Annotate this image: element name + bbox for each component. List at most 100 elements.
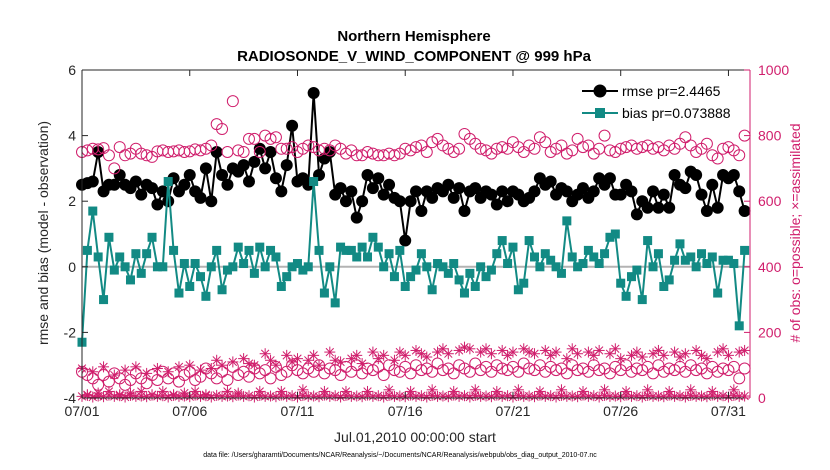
legend-entry-circle: rmse pr=2.4465 (622, 83, 721, 99)
data-point (733, 372, 746, 385)
data-point (291, 353, 303, 365)
legend-entry-square: bias pr=0.073888 (622, 105, 731, 121)
data-point (205, 362, 217, 374)
series-rmse (76, 86, 751, 247)
data-point (325, 262, 335, 272)
data-point (350, 211, 363, 224)
data-point (259, 364, 272, 377)
data-point (420, 146, 433, 158)
data-point (663, 201, 676, 214)
data-point (497, 236, 507, 246)
data-point (447, 191, 460, 204)
data-point (243, 370, 255, 383)
y-tick-label: 4 (68, 128, 76, 144)
data-point (378, 391, 390, 403)
x-tick-label: 07/06 (172, 403, 207, 419)
x-tick-label: 07/01 (64, 403, 99, 419)
data-point (393, 195, 406, 208)
data-point (578, 259, 588, 269)
data-point (147, 232, 157, 242)
data-point (205, 195, 218, 208)
data-point (394, 390, 406, 402)
data-point (298, 265, 308, 275)
data-point (266, 245, 276, 255)
data-point (496, 141, 509, 154)
data-point (109, 265, 119, 275)
data-point (739, 390, 751, 402)
data-point (201, 291, 211, 301)
data-point (151, 362, 163, 374)
data-point (544, 175, 557, 188)
data-point (357, 242, 367, 252)
data-point (454, 275, 464, 285)
data-point (690, 364, 703, 377)
data-point (406, 272, 416, 282)
data-point (253, 142, 266, 155)
x-tick-label: 07/16 (388, 403, 423, 419)
data-point (535, 262, 545, 272)
data-point (142, 249, 152, 259)
data-point (443, 268, 453, 278)
data-point (691, 262, 701, 272)
data-point (675, 239, 685, 249)
data-point (669, 346, 681, 358)
data-point (389, 272, 399, 282)
data-point (593, 344, 605, 356)
data-point (632, 265, 642, 275)
data-point (422, 262, 432, 272)
data-point (260, 262, 270, 272)
data-point (113, 168, 126, 181)
x-tick-label: 07/31 (711, 403, 746, 419)
data-point (335, 356, 347, 368)
data-point (528, 185, 541, 198)
data-point (577, 182, 589, 195)
data-point (453, 344, 465, 356)
data-point (616, 278, 626, 288)
data-point (248, 155, 261, 168)
data-point (82, 245, 92, 255)
data-point (336, 242, 346, 252)
data-point (108, 178, 121, 191)
data-point (668, 168, 681, 181)
data-point (453, 142, 466, 155)
data-point (594, 259, 604, 269)
data-point (437, 390, 449, 402)
data-point (350, 149, 363, 162)
data-point (125, 275, 135, 285)
data-point (345, 185, 358, 198)
data-point (560, 185, 573, 198)
data-point (421, 351, 433, 363)
data-point (264, 372, 277, 385)
data-point (216, 123, 229, 136)
data-point (195, 390, 207, 402)
data-point (560, 367, 573, 380)
data-point (194, 144, 207, 157)
y-tick-label: 0 (68, 259, 76, 275)
data-point (729, 259, 739, 269)
data-point (475, 346, 487, 358)
data-point (695, 188, 708, 201)
data-point (411, 265, 421, 275)
data-point (501, 195, 514, 208)
data-point (718, 255, 728, 265)
data-point (609, 343, 621, 355)
data-point (614, 188, 627, 201)
data-point (163, 177, 173, 187)
data-point (593, 364, 606, 377)
data-point (129, 175, 142, 188)
data-point (179, 259, 189, 269)
data-point (377, 369, 390, 382)
data-point (550, 346, 562, 358)
data-point (621, 291, 631, 301)
data-point (276, 281, 286, 291)
data-point (190, 259, 200, 269)
data-point (292, 259, 302, 269)
data-point (458, 205, 471, 218)
data-point (271, 252, 281, 262)
data-point (449, 259, 459, 269)
data-point (324, 346, 336, 358)
data-point (609, 390, 621, 402)
x-tick-label: 07/26 (603, 403, 638, 419)
data-point (282, 272, 292, 282)
data-point (700, 137, 713, 150)
